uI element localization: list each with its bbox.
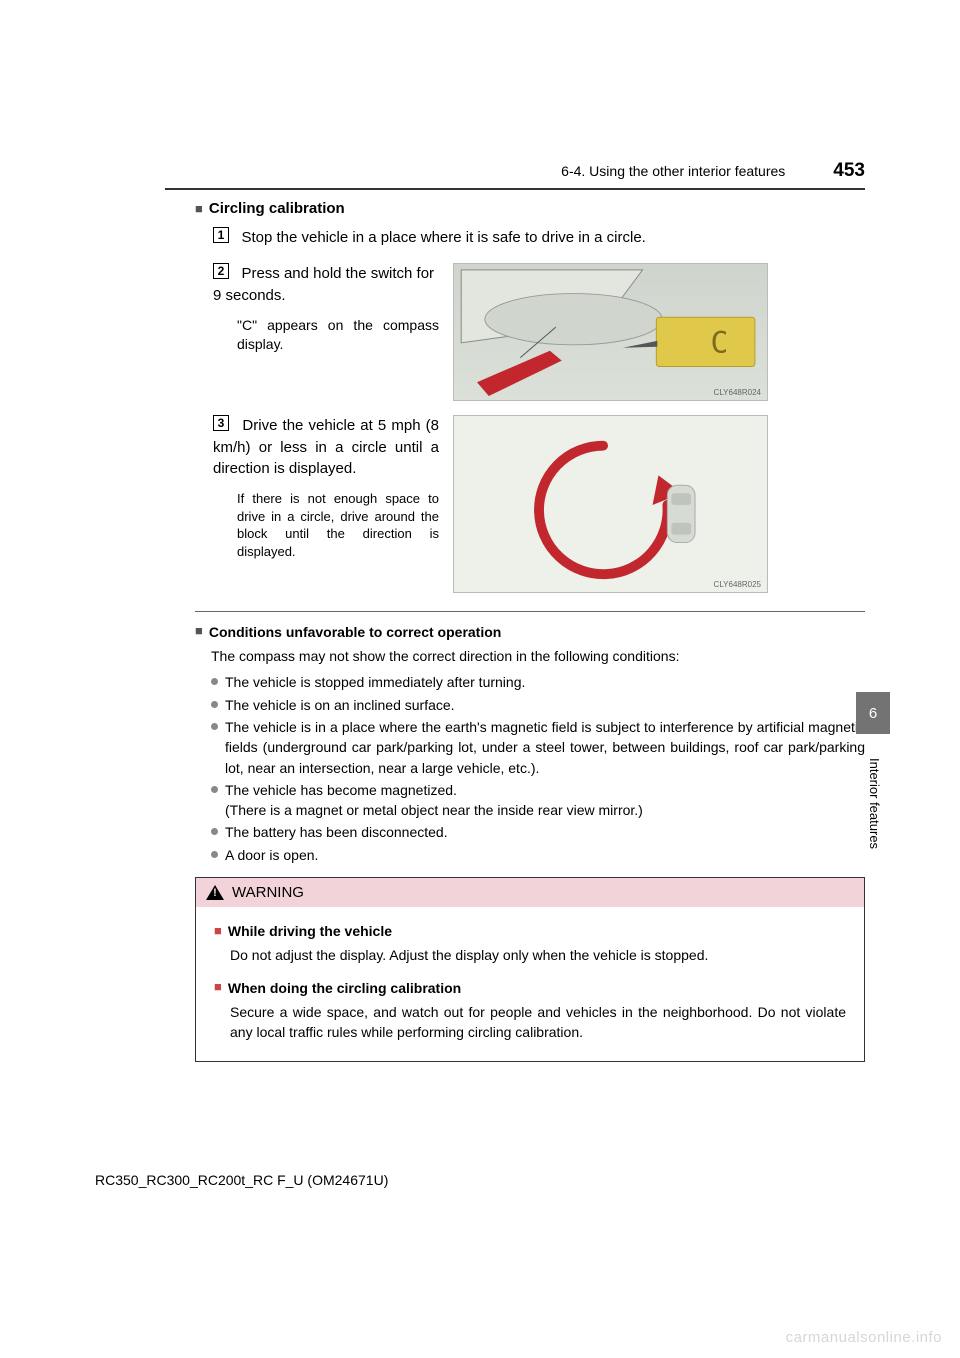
watermark: carmanualsonline.info xyxy=(786,1329,942,1346)
circling-calibration-heading: ■ Circling calibration xyxy=(195,200,865,217)
warning-heading-2-text: When doing the circling calibration xyxy=(228,978,461,998)
warning-icon xyxy=(206,885,224,900)
square-bullet-icon: ■ xyxy=(214,978,222,997)
page-header: 6-4. Using the other interior features 4… xyxy=(165,160,865,190)
warning-heading-1: ■ While driving the vehicle xyxy=(214,921,846,941)
step-1-text: Stop the vehicle in a place where it is … xyxy=(241,229,645,246)
conditions-heading: ■ Conditions unfavorable to correct oper… xyxy=(195,622,865,642)
step-2-sub: "C" appears on the compass display. xyxy=(237,316,439,354)
step-3-text-col: 3 Drive the vehicle at 5 mph (8 km/h) or… xyxy=(213,415,453,560)
circle-illustration xyxy=(454,416,767,592)
mirror-switch-image: C CLY648R024 xyxy=(453,263,768,401)
page: 6-4. Using the other interior features 4… xyxy=(0,0,960,1358)
warning-header: WARNING xyxy=(196,878,864,907)
circling-image: CLY648R025 xyxy=(453,415,768,593)
condition-item: The vehicle has become magnetized. (Ther… xyxy=(211,780,865,821)
warning-body: ■ While driving the vehicle Do not adjus… xyxy=(196,907,864,1060)
square-bullet-icon: ■ xyxy=(214,922,222,941)
step-2-text-col: 2 Press and hold the switch for 9 second… xyxy=(213,263,453,354)
step-2-text: Press and hold the switch for 9 seconds. xyxy=(213,265,434,304)
conditions-heading-text: Conditions unfavorable to correct operat… xyxy=(209,622,501,642)
section-title: 6-4. Using the other interior features xyxy=(561,163,785,179)
bullet-icon xyxy=(211,851,218,858)
condition-text: The battery has been disconnected. xyxy=(225,822,865,842)
step-badge-1: 1 xyxy=(213,227,229,243)
compass-display-char: C xyxy=(711,325,729,359)
footer-code: RC350_RC300_RC200t_RC F_U (OM24671U) xyxy=(95,1172,388,1188)
step-3: 3 Drive the vehicle at 5 mph (8 km/h) or… xyxy=(213,415,865,593)
condition-item: The vehicle is in a place where the eart… xyxy=(211,717,865,778)
condition-item: The vehicle is stopped immediately after… xyxy=(211,672,865,692)
step-1: 1 Stop the vehicle in a place where it i… xyxy=(213,227,865,249)
condition-item: The vehicle is on an inclined surface. xyxy=(211,695,865,715)
bullet-icon xyxy=(211,786,218,793)
step-badge-3: 3 xyxy=(213,415,229,431)
condition-text: The vehicle is on an inclined surface. xyxy=(225,695,865,715)
condition-text: The vehicle has become magnetized. (Ther… xyxy=(225,780,865,821)
warning-box: WARNING ■ While driving the vehicle Do n… xyxy=(195,877,865,1061)
image-caption-2: CLY648R025 xyxy=(714,580,761,589)
warning-heading-2: ■ When doing the circling calibration xyxy=(214,978,846,998)
separator xyxy=(195,611,865,612)
content-area: ■ Circling calibration 1 Stop the vehicl… xyxy=(95,200,865,1062)
conditions-intro: The compass may not show the correct dir… xyxy=(211,646,865,666)
image-caption-1: CLY648R024 xyxy=(714,388,761,397)
warning-heading-1-text: While driving the vehicle xyxy=(228,921,392,941)
step-badge-2: 2 xyxy=(213,263,229,279)
bullet-icon xyxy=(211,678,218,685)
square-bullet-icon: ■ xyxy=(195,201,203,216)
step-2: 2 Press and hold the switch for 9 second… xyxy=(213,263,865,401)
bullet-icon xyxy=(211,701,218,708)
chapter-number: 6 xyxy=(869,705,877,722)
step-3-sub: If there is not enough space to drive in… xyxy=(237,490,439,560)
page-number: 453 xyxy=(833,160,865,182)
condition-item: The battery has been disconnected. xyxy=(211,822,865,842)
condition-text: The vehicle is in a place where the eart… xyxy=(225,717,865,778)
conditions-section: ■ Conditions unfavorable to correct oper… xyxy=(195,622,865,865)
condition-item: A door is open. xyxy=(211,845,865,865)
mirror-illustration: C xyxy=(454,264,767,400)
condition-text: The vehicle is stopped immediately after… xyxy=(225,672,865,692)
chapter-tab: 6 xyxy=(856,692,890,734)
square-bullet-icon: ■ xyxy=(195,622,203,641)
bullet-icon xyxy=(211,723,218,730)
chapter-label: Interior features xyxy=(867,758,882,849)
heading-text: Circling calibration xyxy=(209,200,345,217)
warning-label: WARNING xyxy=(232,884,304,901)
condition-text: A door is open. xyxy=(225,845,865,865)
step-3-text: Drive the vehicle at 5 mph (8 km/h) or l… xyxy=(213,417,439,478)
bullet-icon xyxy=(211,828,218,835)
warning-text-1: Do not adjust the display. Adjust the di… xyxy=(230,945,846,965)
warning-text-2: Secure a wide space, and watch out for p… xyxy=(230,1002,846,1043)
